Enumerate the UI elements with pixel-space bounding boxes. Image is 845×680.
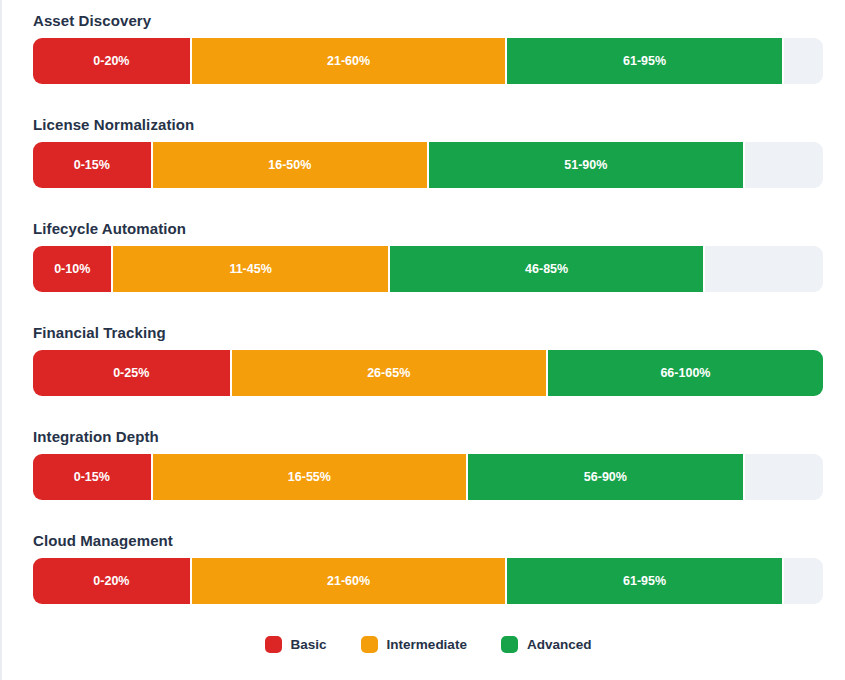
legend-label: Intermediate bbox=[387, 637, 467, 652]
legend-swatch-icon bbox=[361, 636, 378, 653]
segment-basic: 0-20% bbox=[33, 558, 190, 604]
segment-remainder-track bbox=[745, 454, 823, 500]
segment-remainder-track bbox=[784, 38, 823, 84]
segment-intermediate: 11-45% bbox=[113, 246, 387, 292]
row-title: Asset Discovery bbox=[33, 12, 823, 29]
row-title: Lifecycle Automation bbox=[33, 220, 823, 237]
segment-intermediate: 16-55% bbox=[153, 454, 467, 500]
stacked-bar: 0-15%16-55%56-90% bbox=[33, 454, 823, 500]
segment-basic: 0-10% bbox=[33, 246, 111, 292]
segment-basic: 0-15% bbox=[33, 142, 151, 188]
legend-label: Advanced bbox=[527, 637, 592, 652]
segment-intermediate: 21-60% bbox=[192, 38, 506, 84]
segment-basic: 0-25% bbox=[33, 350, 230, 396]
segment-advanced: 51-90% bbox=[429, 142, 743, 188]
chart-row: Financial Tracking 0-25%26-65%66-100% bbox=[33, 324, 823, 396]
segment-intermediate: 26-65% bbox=[232, 350, 546, 396]
segment-remainder-track bbox=[745, 142, 823, 188]
row-title: License Normalization bbox=[33, 116, 823, 133]
maturity-chart-card: Asset Discovery0-20%21-60%61-95%License … bbox=[0, 0, 845, 680]
stacked-bar: 0-20%21-60%61-95% bbox=[33, 558, 823, 604]
stacked-bar: 0-25%26-65%66-100% bbox=[33, 350, 823, 396]
legend-swatch-icon bbox=[501, 636, 518, 653]
chart-row: Integration Depth 0-15%16-55%56-90% bbox=[33, 428, 823, 500]
chart-legend: Basic Intermediate Advanced bbox=[33, 636, 823, 653]
segment-remainder-track bbox=[705, 246, 823, 292]
chart-rows: Asset Discovery0-20%21-60%61-95%License … bbox=[33, 12, 823, 604]
chart-row: Cloud Management 0-20%21-60%61-95% bbox=[33, 532, 823, 604]
legend-item-basic: Basic bbox=[265, 636, 327, 653]
legend-item-intermediate: Intermediate bbox=[361, 636, 467, 653]
segment-basic: 0-15% bbox=[33, 454, 151, 500]
stacked-bar: 0-20%21-60%61-95% bbox=[33, 38, 823, 84]
segment-advanced: 61-95% bbox=[507, 558, 781, 604]
segment-advanced: 61-95% bbox=[507, 38, 781, 84]
legend-swatch-icon bbox=[265, 636, 282, 653]
segment-intermediate: 16-50% bbox=[153, 142, 427, 188]
segment-advanced: 56-90% bbox=[468, 454, 742, 500]
row-title: Financial Tracking bbox=[33, 324, 823, 341]
segment-basic: 0-20% bbox=[33, 38, 190, 84]
segment-intermediate: 21-60% bbox=[192, 558, 506, 604]
chart-row: Asset Discovery 0-20%21-60%61-95% bbox=[33, 12, 823, 84]
chart-row: License Normalization 0-15%16-50%51-90% bbox=[33, 116, 823, 188]
chart-row: Lifecycle Automation 0-10%11-45%46-85% bbox=[33, 220, 823, 292]
stacked-bar: 0-10%11-45%46-85% bbox=[33, 246, 823, 292]
stacked-bar: 0-15%16-50%51-90% bbox=[33, 142, 823, 188]
legend-label: Basic bbox=[291, 637, 327, 652]
legend-item-advanced: Advanced bbox=[501, 636, 592, 653]
segment-advanced: 66-100% bbox=[548, 350, 823, 396]
segment-remainder-track bbox=[784, 558, 823, 604]
row-title: Integration Depth bbox=[33, 428, 823, 445]
row-title: Cloud Management bbox=[33, 532, 823, 549]
segment-advanced: 46-85% bbox=[390, 246, 704, 292]
